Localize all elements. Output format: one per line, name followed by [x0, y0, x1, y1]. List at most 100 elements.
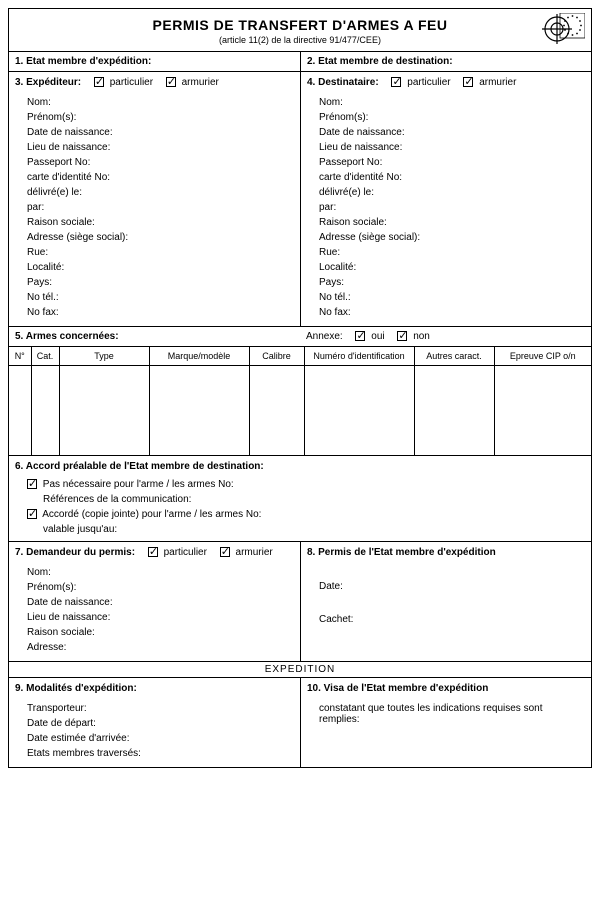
section-1: 1. Etat membre d'expédition:	[9, 52, 300, 71]
table-row	[9, 366, 591, 456]
s3-dob: Date de naissance:	[27, 127, 294, 138]
section-2: 2. Etat membre de destination:	[300, 52, 591, 71]
col-n: N°	[9, 347, 31, 366]
s3-opt2: armurier	[182, 77, 219, 88]
s4-delivered: délivré(e) le:	[319, 187, 585, 198]
s3-opt1: particulier	[110, 77, 153, 88]
s9-arrivee: Date estimée d'arrivée:	[27, 733, 294, 744]
section-5-head: 5. Armes concernées: Annexe: oui non	[9, 327, 591, 347]
s7-armurier-checkbox[interactable]	[220, 547, 230, 557]
s5-title: 5. Armes concernées:	[15, 331, 119, 342]
expedition-bar: EXPEDITION	[9, 662, 591, 678]
col-marque: Marque/modèle	[149, 347, 249, 366]
s4-tel: No tél.:	[319, 292, 585, 303]
col-type: Type	[59, 347, 149, 366]
s7-adresse: Adresse:	[27, 642, 294, 653]
s6-accorde-checkbox[interactable]	[27, 509, 37, 519]
col-epreuve: Epreuve CIP o/n	[494, 347, 591, 366]
s4-nom: Nom:	[319, 97, 585, 108]
s9-depart: Date de départ:	[27, 718, 294, 729]
s4-pob: Lieu de naissance:	[319, 142, 585, 153]
s4-by: par:	[319, 202, 585, 213]
s3-nom: Nom:	[27, 97, 294, 108]
s5-annexe-label: Annexe:	[306, 331, 343, 342]
col-ident: Numéro d'identification	[304, 347, 414, 366]
s3-tel: No tél.:	[27, 292, 294, 303]
s8-date: Date:	[319, 581, 585, 592]
section-9: 9. Modalités d'expédition: Transporteur:…	[9, 678, 300, 767]
header: PERMIS DE TRANSFERT D'ARMES A FEU (artic…	[9, 9, 591, 52]
s3-prenom: Prénom(s):	[27, 112, 294, 123]
s4-dob: Date de naissance:	[319, 127, 585, 138]
s3-pays: Pays:	[27, 277, 294, 288]
s4-localite: Localité:	[319, 262, 585, 273]
s7-nom: Nom:	[27, 567, 294, 578]
s4-armurier-checkbox[interactable]	[463, 77, 473, 87]
s7-pob: Lieu de naissance:	[27, 612, 294, 623]
s7-particulier-checkbox[interactable]	[148, 547, 158, 557]
s3-delivered: délivré(e) le:	[27, 187, 294, 198]
s5-non-checkbox[interactable]	[397, 331, 407, 341]
s3-rue: Rue:	[27, 247, 294, 258]
s6-line2b: valable jusqu'au:	[27, 524, 591, 535]
s3-fax: No fax:	[27, 307, 294, 318]
s4-prenom: Prénom(s):	[319, 112, 585, 123]
s4-fax: No fax:	[319, 307, 585, 318]
s4-opt2: armurier	[479, 77, 516, 88]
section-3: 3. Expéditeur: particulier armurier Nom:…	[9, 72, 300, 326]
section-10: 10. Visa de l'Etat membre d'expédition c…	[300, 678, 591, 767]
s6-line1b: Références de la communication:	[27, 494, 591, 505]
section-7: 7. Demandeur du permis: particulier armu…	[9, 542, 300, 661]
section-6: 6. Accord préalable de l'Etat membre de …	[9, 456, 591, 542]
s6-line2: Accordé (copie jointe) pour l'arme / les…	[42, 509, 261, 520]
s4-rue: Rue:	[319, 247, 585, 258]
s9-transporteur: Transporteur:	[27, 703, 294, 714]
s7-opt1: particulier	[164, 547, 207, 558]
s3-passport: Passeport No:	[27, 157, 294, 168]
col-autres: Autres caract.	[414, 347, 494, 366]
s9-traverses: Etats membres traversés:	[27, 748, 294, 759]
s3-localite: Localité:	[27, 262, 294, 273]
s4-siege: Adresse (siège social):	[319, 232, 585, 243]
s5-oui: oui	[371, 331, 384, 342]
s7-dob: Date de naissance:	[27, 597, 294, 608]
eu-logo-icon	[541, 13, 585, 49]
row-states: 1. Etat membre d'expédition: 2. Etat mem…	[9, 52, 591, 72]
s4-idcard: carte d'identité No:	[319, 172, 585, 183]
s3-armurier-checkbox[interactable]	[166, 77, 176, 87]
row-9-10: 9. Modalités d'expédition: Transporteur:…	[9, 678, 591, 767]
s2-title: 2. Etat membre de destination:	[307, 56, 453, 67]
s4-pays: Pays:	[319, 277, 585, 288]
s7-raison: Raison sociale:	[27, 627, 294, 638]
s8-cachet: Cachet:	[319, 614, 585, 625]
s3-particulier-checkbox[interactable]	[94, 77, 104, 87]
s7-opt2: armurier	[236, 547, 273, 558]
s10-text: constatant que toutes les indications re…	[319, 703, 585, 725]
s6-notneeded-checkbox[interactable]	[27, 479, 37, 489]
row-7-8: 7. Demandeur du permis: particulier armu…	[9, 542, 591, 662]
form-container: PERMIS DE TRANSFERT D'ARMES A FEU (artic…	[8, 8, 592, 768]
s8-title: 8. Permis de l'Etat membre d'expédition	[307, 547, 496, 558]
s10-title: 10. Visa de l'Etat membre d'expédition	[307, 683, 488, 694]
s1-title: 1. Etat membre d'expédition:	[15, 56, 151, 67]
s4-particulier-checkbox[interactable]	[391, 77, 401, 87]
form-title: PERMIS DE TRANSFERT D'ARMES A FEU	[13, 17, 587, 33]
s4-title: 4. Destinataire:	[307, 77, 379, 88]
form-subtitle: (article 11(2) de la directive 91/477/CE…	[13, 35, 587, 45]
s9-title: 9. Modalités d'expédition:	[15, 683, 137, 694]
col-calibre: Calibre	[249, 347, 304, 366]
s3-by: par:	[27, 202, 294, 213]
s3-siege: Adresse (siège social):	[27, 232, 294, 243]
s4-raison: Raison sociale:	[319, 217, 585, 228]
s5-oui-checkbox[interactable]	[355, 331, 365, 341]
s4-opt1: particulier	[407, 77, 450, 88]
s3-pob: Lieu de naissance:	[27, 142, 294, 153]
s3-idcard: carte d'identité No:	[27, 172, 294, 183]
s7-prenom: Prénom(s):	[27, 582, 294, 593]
s3-title: 3. Expéditeur:	[15, 77, 81, 88]
s6-title: 6. Accord préalable de l'Etat membre de …	[15, 461, 264, 472]
s3-raison: Raison sociale:	[27, 217, 294, 228]
s6-line1: Pas nécessaire pour l'arme / les armes N…	[43, 479, 234, 490]
col-cat: Cat.	[31, 347, 59, 366]
s7-title: 7. Demandeur du permis:	[15, 547, 135, 558]
